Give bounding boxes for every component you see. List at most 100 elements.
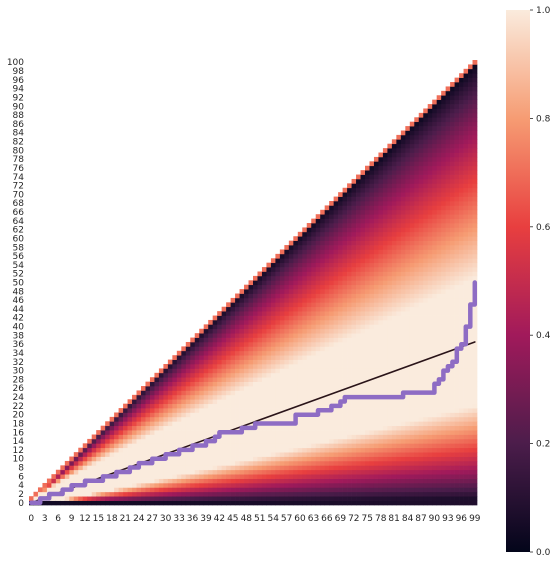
heatmap-cell <box>270 364 276 369</box>
heatmap-cell <box>235 302 240 308</box>
heatmap-cell <box>270 315 276 321</box>
heatmap-cell <box>356 403 361 409</box>
heatmap-cell <box>409 386 415 391</box>
heatmap-cell <box>185 430 191 435</box>
heatmap-cell <box>114 487 119 493</box>
heatmap-cell <box>418 399 424 405</box>
heatmap-cell <box>311 465 317 471</box>
heatmap-cell <box>405 178 411 184</box>
heatmap-cell <box>100 482 106 488</box>
heatmap-cell <box>382 289 388 294</box>
heatmap-cell <box>441 469 446 475</box>
heatmap-cell <box>302 267 308 272</box>
heatmap-cell <box>333 297 339 303</box>
heatmap-cell <box>454 434 460 440</box>
heatmap-cell <box>468 386 473 391</box>
heatmap-cell <box>351 258 357 264</box>
heatmap-cell <box>436 425 442 431</box>
heatmap-cell <box>132 434 137 440</box>
heatmap-cell <box>149 443 155 449</box>
heatmap-cell <box>391 275 397 281</box>
heatmap-cell <box>347 359 352 365</box>
heatmap-cell <box>400 183 406 189</box>
heatmap-cell <box>347 460 352 466</box>
heatmap-cell <box>414 284 420 290</box>
heatmap-cell <box>423 289 429 294</box>
heatmap-cell <box>217 425 222 431</box>
heatmap-cell <box>405 152 411 158</box>
heatmap-cell <box>208 355 214 360</box>
heatmap-cell <box>432 434 438 440</box>
heatmap-cell <box>203 350 209 356</box>
heatmap-cell <box>149 482 155 488</box>
heatmap-cell <box>463 117 469 123</box>
heatmap-cell <box>369 302 375 308</box>
heatmap-cell <box>266 412 272 418</box>
heatmap-cell <box>270 346 276 352</box>
heatmap-cell <box>459 262 464 268</box>
heatmap-cell <box>409 200 415 206</box>
heatmap-cell <box>450 491 455 497</box>
heatmap-cell <box>203 474 209 479</box>
heatmap-cell <box>387 482 393 488</box>
heatmap-cell <box>127 447 133 453</box>
heatmap-cell <box>423 240 429 246</box>
heatmap-cell <box>288 249 294 255</box>
heatmap-cell <box>378 377 384 382</box>
heatmap-cell <box>158 377 164 382</box>
heatmap-cell <box>365 205 370 211</box>
heatmap-cell <box>445 253 451 259</box>
heatmap-cell <box>436 223 442 228</box>
heatmap-cell <box>365 267 370 272</box>
heatmap-cell <box>427 130 433 136</box>
heatmap-cell <box>436 430 442 435</box>
heatmap-cell <box>145 408 151 413</box>
heatmap-cell <box>109 478 115 484</box>
heatmap-cell <box>387 143 393 149</box>
heatmap-cell <box>82 469 88 475</box>
heatmap-cell <box>333 231 339 237</box>
heatmap-cell <box>297 399 303 405</box>
heatmap-cell <box>261 368 267 374</box>
heatmap-cell <box>302 465 308 471</box>
heatmap-cell <box>441 297 446 303</box>
heatmap-cell <box>436 386 442 391</box>
heatmap-cell <box>409 293 415 299</box>
heatmap-cell <box>253 275 258 281</box>
heatmap-cell <box>427 104 433 109</box>
heatmap-cell <box>338 425 343 431</box>
heatmap-cell <box>450 284 455 290</box>
heatmap-cell <box>356 478 361 484</box>
heatmap-cell <box>378 231 384 237</box>
heatmap-cell <box>199 346 205 352</box>
heatmap-cell <box>176 496 182 501</box>
heatmap-cell <box>235 500 240 506</box>
heatmap-cell <box>387 328 393 334</box>
heatmap-cell <box>396 236 402 241</box>
heatmap-cell <box>315 386 321 391</box>
heatmap-cell <box>454 95 460 101</box>
heatmap-cell <box>432 474 438 479</box>
heatmap-cell <box>382 425 388 431</box>
heatmap-cell <box>418 183 424 189</box>
heatmap-cell <box>190 421 196 427</box>
heatmap-cell <box>87 465 93 471</box>
heatmap-cell <box>369 359 375 365</box>
heatmap-cell <box>302 403 308 409</box>
heatmap-cell <box>396 421 402 427</box>
heatmap-cell <box>275 425 281 431</box>
heatmap-cell <box>450 218 455 224</box>
heatmap-cell <box>347 438 352 444</box>
heatmap-cell <box>244 319 249 325</box>
heatmap-cell <box>253 482 258 488</box>
heatmap-cell <box>208 394 214 400</box>
heatmap-cell <box>284 258 290 264</box>
heatmap-cell <box>275 452 281 457</box>
heatmap-cell <box>306 249 312 255</box>
heatmap-cell <box>329 364 334 369</box>
heatmap-cell <box>387 500 393 506</box>
heatmap-cell <box>338 386 343 391</box>
heatmap-cell <box>423 183 429 189</box>
heatmap-cell <box>261 434 267 440</box>
heatmap-cell <box>423 372 429 378</box>
